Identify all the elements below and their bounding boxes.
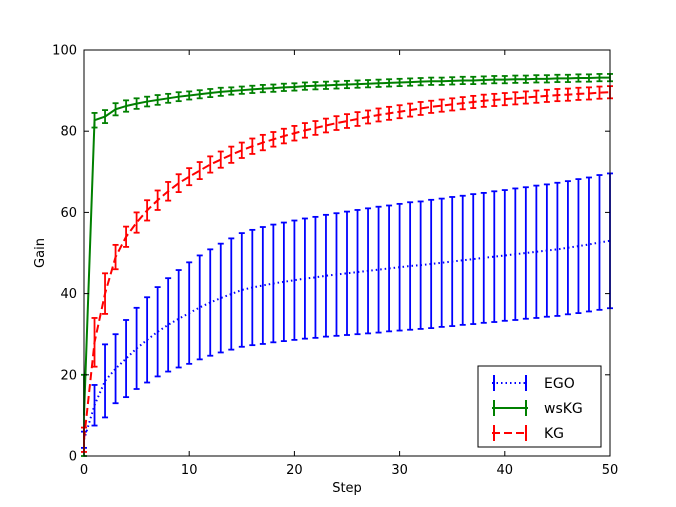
y-tick-label: 100 — [52, 44, 77, 59]
legend-label-wskg: wsKG — [544, 401, 583, 417]
x-tick-label: 10 — [181, 463, 198, 478]
x-tick-label: 30 — [391, 463, 408, 478]
legend-label-kg: KG — [544, 426, 564, 442]
y-tick-label: 0 — [69, 450, 77, 465]
series-layer — [81, 73, 613, 457]
legend-entry-ego: EGO — [492, 375, 575, 392]
kg-line — [83, 91, 611, 440]
ticks-layer: 0 10 20 30 40 50 0 20 40 60 80 100 — [52, 44, 618, 479]
y-tick-label: 60 — [60, 206, 77, 221]
x-tick-label: 20 — [286, 463, 303, 478]
y-tick-label: 20 — [60, 368, 77, 383]
legend-entry-wskg: wsKG — [492, 400, 583, 417]
plot-frame — [83, 49, 611, 457]
y-axis-label: Gain — [33, 238, 48, 268]
x-axis-label: Step — [332, 481, 362, 496]
x-tick-label: 40 — [497, 463, 514, 478]
legend: EGO wsKG KG — [477, 365, 602, 448]
series-ego — [81, 172, 613, 449]
x-tick-label: 50 — [602, 463, 619, 478]
x-tick-label: 0 — [80, 463, 88, 478]
wskg-line — [83, 76, 610, 416]
y-tick-label: 40 — [60, 287, 77, 302]
legend-entry-kg: KG — [492, 425, 564, 442]
y-tick-label: 80 — [60, 125, 77, 140]
series-kg — [81, 85, 613, 453]
legend-label-ego: EGO — [544, 376, 575, 392]
